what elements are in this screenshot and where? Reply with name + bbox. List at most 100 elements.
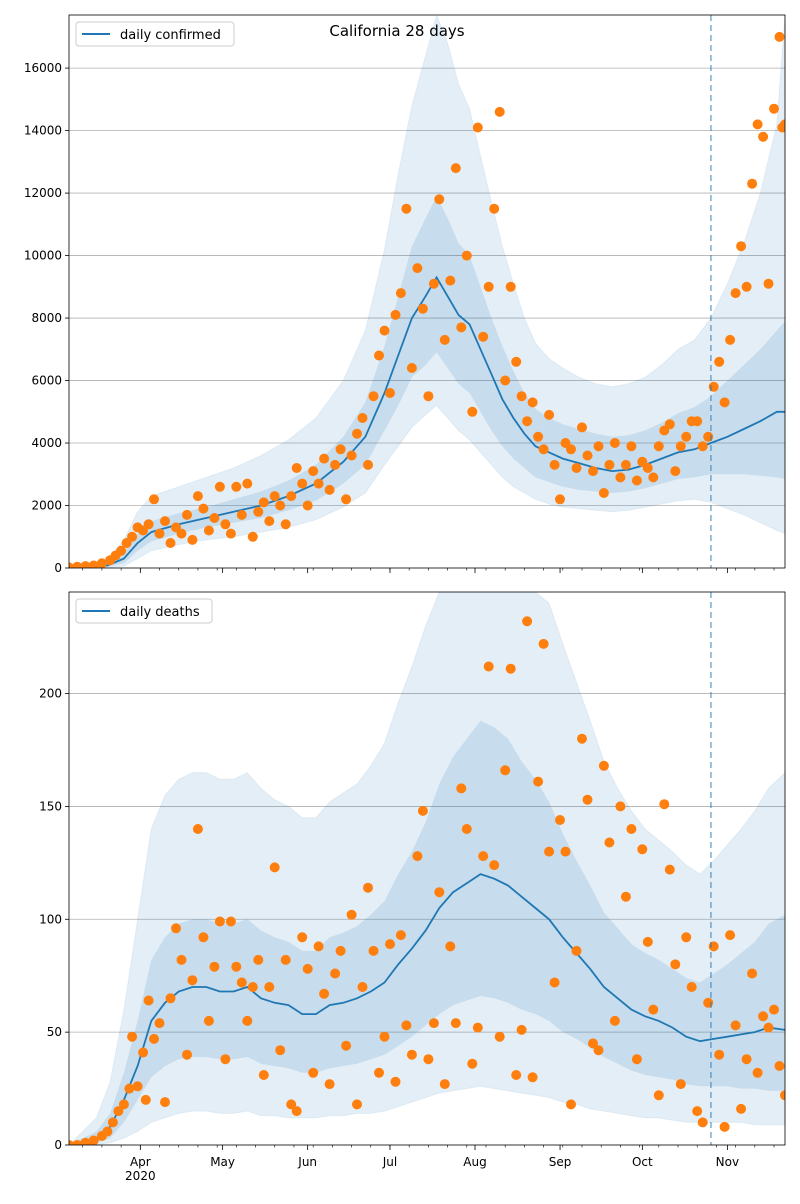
confirmed-legend: daily confirmed <box>75 21 235 47</box>
deaths-observed-point <box>187 975 198 986</box>
deaths-observed-point <box>478 851 489 862</box>
confirmed-observed-point <box>615 472 626 483</box>
confirmed-observed-point <box>527 397 538 408</box>
confirmed-outer-band <box>69 15 785 568</box>
deaths-observed-point <box>752 1067 763 1078</box>
confirmed-observed-point <box>395 288 406 299</box>
confirmed-ytick-label: 6000 <box>31 374 62 388</box>
deaths-ytick-label: 200 <box>39 687 62 701</box>
deaths-observed-point <box>450 1018 461 1029</box>
confirmed-legend-label: daily confirmed <box>120 28 221 43</box>
confirmed-observed-point <box>335 444 346 455</box>
confirmed-observed-point <box>324 484 335 495</box>
confirmed-observed-point <box>461 250 472 261</box>
confirmed-panel: 0 2000 4000 6000 8000 10000 12000 14000 16000 Ca… <box>24 14 786 575</box>
confirmed-observed-point <box>182 509 192 520</box>
deaths-observed-point <box>182 1049 192 1060</box>
confirmed-observed-point <box>412 263 423 274</box>
deaths-observed-point <box>192 824 203 834</box>
deaths-observed-point <box>113 1106 124 1117</box>
deaths-observed-point <box>280 954 291 965</box>
confirmed-observed-point <box>423 391 434 402</box>
deaths-ytick-label: 100 <box>39 912 62 926</box>
confirmed-ytick-label: 4000 <box>31 436 62 450</box>
deaths-observed-point <box>560 846 571 857</box>
deaths-observed-point <box>80 1137 91 1145</box>
confirmed-ytick-label: 8000 <box>31 311 62 325</box>
deaths-observed-point <box>107 1117 118 1128</box>
deaths-observed-point <box>346 909 357 920</box>
deaths-observed-point <box>736 1103 747 1114</box>
deaths-xtick-label: Aug <box>463 1155 486 1169</box>
deaths-observed-point <box>118 1099 129 1110</box>
confirmed-observed-point <box>511 356 522 367</box>
confirmed-observed-point <box>752 119 763 130</box>
deaths-observed-point <box>275 1045 286 1056</box>
deaths-observed-point <box>149 1033 159 1044</box>
deaths-xtick-label: Oct <box>632 1155 653 1169</box>
deaths-observed-point <box>214 916 225 927</box>
deaths-observed-point <box>516 1024 527 1035</box>
confirmed-observed-point <box>368 391 379 402</box>
confirmed-observed-point <box>505 281 516 292</box>
confirmed-points <box>69 31 785 568</box>
confirmed-observed-point <box>165 538 176 548</box>
deaths-observed-point <box>242 1015 253 1026</box>
confirmed-observed-point <box>467 406 478 417</box>
confirmed-observed-point <box>577 422 587 433</box>
deaths-observed-point <box>127 1031 138 1042</box>
deaths-ytick-label: 150 <box>39 799 62 813</box>
deaths-bands <box>69 592 785 1145</box>
deaths-observed-point <box>390 1076 401 1087</box>
deaths-observed-point <box>659 799 670 810</box>
deaths-observed-point <box>138 1047 149 1058</box>
confirmed-observed-point <box>209 513 220 523</box>
confirmed-observed-point <box>500 375 511 386</box>
confirmed-observed-point <box>291 463 302 473</box>
deaths-observed-point <box>555 815 565 825</box>
confirmed-observed-point <box>390 309 401 320</box>
deaths-observed-point <box>313 941 324 952</box>
confirmed-observed-point <box>538 444 549 455</box>
confirmed-observed-point <box>417 303 428 314</box>
confirmed-observed-point <box>160 516 170 527</box>
deaths-observed-point <box>352 1099 362 1110</box>
confirmed-observed-point <box>96 558 107 568</box>
deaths-observed-point <box>703 997 714 1008</box>
confirmed-median-line <box>69 275 785 568</box>
confirmed-observed-point <box>769 103 779 114</box>
deaths-observed-point <box>374 1067 384 1078</box>
deaths-observed-point <box>231 961 242 972</box>
deaths-observed-point <box>505 663 516 674</box>
deaths-legend-box <box>75 598 213 624</box>
deaths-xtick-label: 2020 <box>125 1169 156 1183</box>
deaths-observed-point <box>494 1031 505 1042</box>
confirmed-observed-point <box>456 322 467 333</box>
confirmed-ytick-label: 0 <box>54 561 62 575</box>
deaths-observed-point <box>102 1126 113 1137</box>
deaths-observed-point <box>697 1117 708 1128</box>
confirmed-observed-point <box>258 497 269 508</box>
confirmed-observed-point <box>275 500 286 511</box>
deaths-observed-point <box>412 851 423 862</box>
deaths-ytick-label: 50 <box>47 1025 62 1039</box>
deaths-observed-point <box>324 1079 335 1090</box>
deaths-observed-point <box>670 959 681 970</box>
confirmed-observed-point <box>670 466 681 477</box>
confirmed-x-axis <box>82 568 775 573</box>
deaths-ytick-label: 0 <box>54 1138 62 1152</box>
deaths-observed-point <box>489 860 500 871</box>
deaths-observed-point <box>154 1018 165 1029</box>
confirmed-observed-point <box>478 331 489 342</box>
deaths-observed-point <box>549 977 560 988</box>
confirmed-observed-point <box>269 491 280 502</box>
confirmed-observed-point <box>116 545 127 556</box>
deaths-observed-point <box>209 961 220 972</box>
confirmed-observed-point <box>588 466 598 477</box>
confirmed-observed-point <box>719 397 730 408</box>
confirmed-observed-point <box>725 334 736 345</box>
confirmed-observed-point <box>225 528 236 539</box>
confirmed-observed-point <box>730 288 741 299</box>
